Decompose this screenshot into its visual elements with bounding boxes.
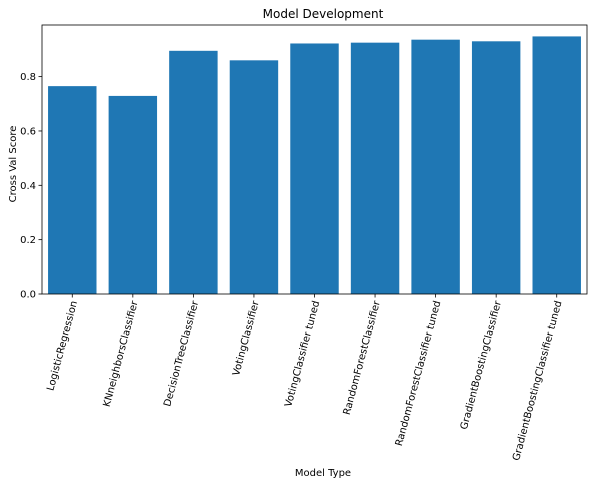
- x-tick-label: RandomForestClassifier: [342, 299, 383, 416]
- x-axis-label: Model Type: [295, 468, 351, 479]
- chart-title: Model Development: [263, 7, 384, 21]
- x-tick-label: VotingClassifier tuned: [283, 300, 322, 409]
- y-tick-label: 0.0: [20, 290, 36, 301]
- bar-5: [350, 42, 400, 294]
- bar-7: [471, 41, 521, 294]
- bar-8: [532, 36, 581, 295]
- x-tick-label: VotingClassifier: [231, 299, 262, 377]
- x-tick-label: GradientBoostingClassifier tuned: [511, 300, 564, 462]
- bar-2: [169, 50, 218, 295]
- x-tick-label: RandomForestClassifier tuned: [394, 300, 443, 448]
- bar-0: [48, 86, 97, 295]
- bar-4: [290, 43, 339, 294]
- y-tick-label: 0.2: [20, 235, 36, 246]
- y-axis-label: Cross Val Score: [8, 126, 19, 203]
- x-tick-label: LogisticRegression: [45, 300, 80, 392]
- plot-frame: [41, 24, 588, 295]
- x-tick-label: DecisionTreeClassifier: [162, 299, 201, 408]
- y-tick-label: 0.6: [20, 126, 36, 137]
- y-tick-label: 0.8: [20, 72, 36, 83]
- x-tick-label: KNneighborsClassifier: [102, 299, 141, 408]
- y-tick-label: 0.4: [20, 181, 36, 192]
- y-axis-ticks: 0.0 0.2 0.4 0.6 0.8: [20, 72, 42, 301]
- bar-1: [108, 95, 158, 294]
- x-axis-ticks: LogisticRegression KNneighborsClassifier D…: [45, 294, 565, 462]
- bars-group: [48, 36, 581, 295]
- bar-6: [411, 39, 460, 294]
- bar-3: [229, 60, 279, 295]
- x-tick-label: GradientBoostingClassifier: [459, 299, 504, 431]
